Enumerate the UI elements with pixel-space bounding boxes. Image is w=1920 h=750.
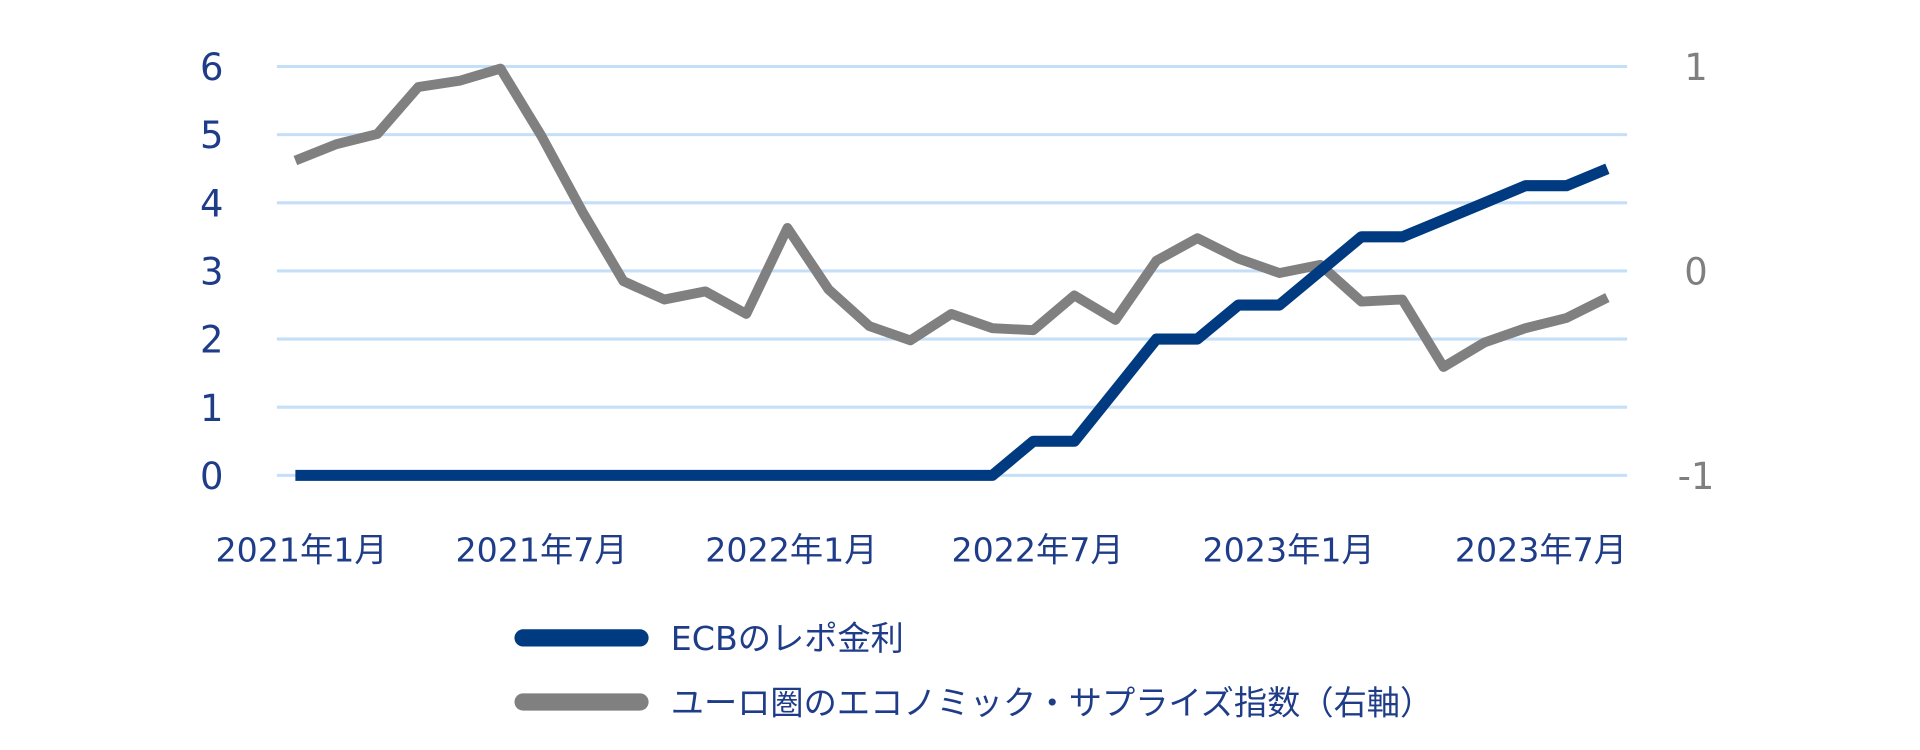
series-lines: [293, 63, 1610, 481]
x-axis: 2021年1月 2021年7月 2022年1月 2022年7月 2023年1月 2023年…: [215, 531, 1627, 570]
y-tick-label-left: 0: [200, 455, 223, 498]
y-tick-label-right: 1: [1684, 46, 1707, 89]
y-tick-label-right: -1: [1678, 455, 1715, 498]
x-tick-label: 2023年7月: [1455, 531, 1627, 570]
series-line-ecb-rate: [295, 163, 1610, 481]
y-tick-label-left: 2: [200, 319, 223, 362]
y-tick-label-left: 3: [200, 250, 223, 293]
x-tick-label: 2021年1月: [215, 531, 387, 570]
x-tick-label: 2022年7月: [951, 531, 1123, 570]
y-tick-label-left: 4: [200, 182, 223, 225]
series-line-surprise-index: [293, 63, 1610, 372]
y-tick-label-left: 5: [200, 114, 223, 157]
legend-label-ecb-rate: ECBのレポ金利: [671, 619, 904, 658]
y-tick-label-left: 1: [200, 387, 223, 430]
gridlines: [276, 64, 1628, 477]
legend-label-surprise-index: ユーロ圏のエコノミック・サプライズ指数（右軸）: [671, 683, 1433, 722]
legend: ECBのレポ金利 ユーロ圏のエコノミック・サプライズ指数（右軸）: [514, 619, 1433, 722]
x-tick-label: 2023年1月: [1203, 531, 1375, 570]
x-tick-label: 2022年1月: [705, 531, 877, 570]
left-y-axis: 0 1 2 3 4 5 6: [200, 46, 223, 498]
y-tick-label-left: 6: [200, 46, 223, 89]
right-y-axis: -1 0 1: [1678, 46, 1715, 498]
x-tick-label: 2021年7月: [455, 531, 627, 570]
y-tick-label-right: 0: [1684, 250, 1707, 293]
